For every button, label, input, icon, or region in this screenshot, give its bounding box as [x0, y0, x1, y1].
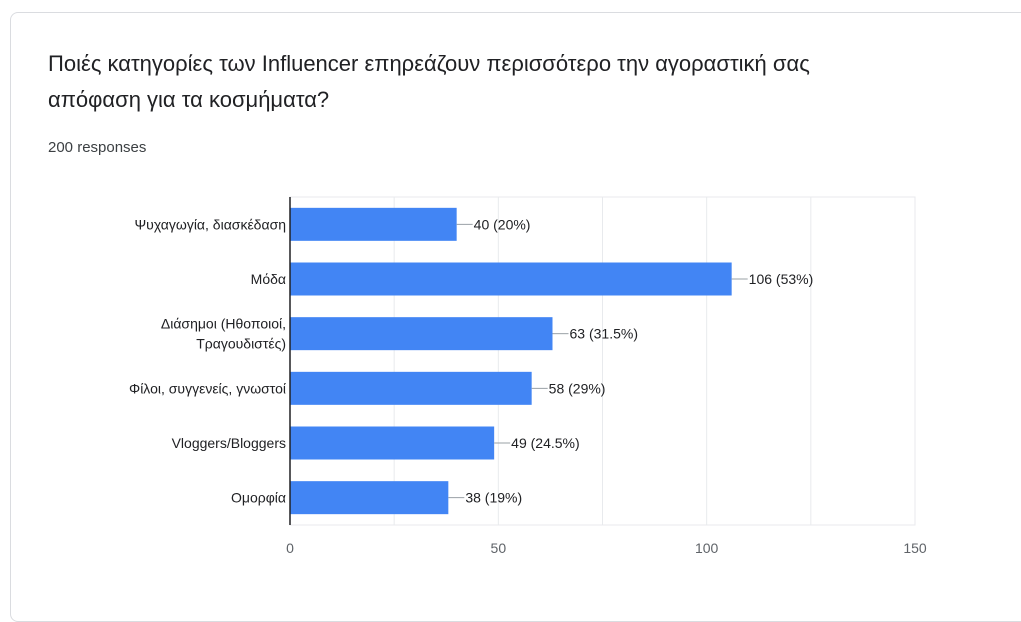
category-label: Vloggers/Bloggers [172, 435, 286, 451]
category-label: Διάσημοι (Ηθοποιοί, [161, 316, 286, 332]
x-tick-label: 150 [903, 540, 927, 556]
data-label: 63 (31.5%) [570, 326, 638, 342]
bar [290, 317, 553, 351]
data-label: 49 (24.5%) [511, 435, 579, 451]
category-label: Ψυχαγωγία, διασκέδαση [134, 216, 286, 232]
question-title: Ποιές κατηγορίες των Influencer επηρεάζο… [48, 51, 810, 112]
data-label: 58 (29%) [549, 380, 606, 396]
category-label: Μόδα [251, 271, 286, 287]
response-count: 200 responses [48, 139, 147, 156]
category-label: Ομορφία [231, 490, 286, 506]
x-tick-label: 0 [286, 540, 294, 556]
bar [290, 481, 449, 515]
category-label: Τραγουδιστές) [196, 336, 286, 352]
bar [290, 207, 457, 241]
data-label: 38 (19%) [465, 490, 522, 506]
question-card [10, 12, 1021, 622]
x-tick-label: 100 [695, 540, 719, 556]
x-tick-label: 50 [491, 540, 507, 556]
bar [290, 371, 532, 405]
bar [290, 426, 495, 460]
bar [290, 262, 732, 296]
data-label: 40 (20%) [474, 216, 531, 232]
data-label: 106 (53%) [749, 271, 814, 287]
category-label: Φίλοι, συγγενείς, γνωστοί [129, 380, 286, 396]
